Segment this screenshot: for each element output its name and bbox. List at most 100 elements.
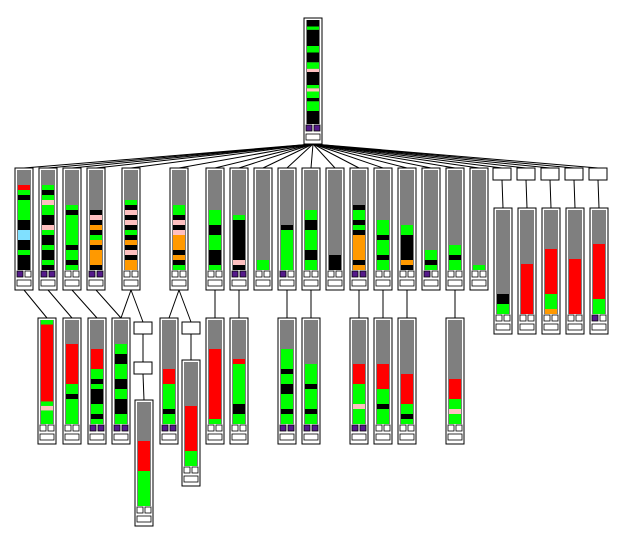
node-segment [90, 235, 102, 240]
node-segment [305, 414, 317, 424]
node-background [256, 170, 270, 270]
node-footer-right [131, 270, 139, 278]
node-label-box [161, 433, 177, 441]
node-footer-right [287, 270, 295, 278]
tree-edge [168, 289, 180, 319]
tree-edge [286, 143, 314, 169]
node-segment [307, 101, 319, 111]
box-node-frame [564, 167, 584, 181]
node-segment [209, 419, 221, 424]
node-segment [307, 68, 319, 72]
node-footer-right [407, 424, 415, 432]
node-segment [281, 225, 293, 230]
node-segment [90, 220, 102, 225]
node-segment [125, 210, 137, 215]
node-segment [41, 410, 53, 424]
node-segment [353, 409, 365, 424]
node-footer-left [327, 270, 335, 278]
node-segment [449, 379, 461, 399]
node-segment [125, 235, 137, 240]
node-footer-left [89, 424, 97, 432]
node-segment [473, 265, 485, 270]
node-segment [115, 399, 127, 414]
node-segment [281, 394, 293, 409]
node-segment [377, 260, 389, 270]
tree-node-b12 [301, 317, 321, 445]
tree-edge [312, 143, 599, 169]
node-segment [281, 409, 293, 414]
node-segment [377, 364, 389, 389]
node-segment [173, 205, 185, 215]
node-footer-left [375, 270, 383, 278]
tree-node-b14 [373, 317, 393, 445]
node-footer-right [47, 424, 55, 432]
node-footer-left [88, 270, 96, 278]
node-label-box [303, 279, 319, 287]
tree-edge [23, 289, 48, 319]
node-footer-right [311, 424, 319, 432]
node-label-box [231, 433, 247, 441]
node-segment [125, 200, 137, 205]
tree-node-a14 [373, 167, 393, 291]
node-segment [163, 369, 175, 384]
node-segment [125, 255, 137, 260]
node-segment [377, 240, 389, 255]
node-segment [377, 255, 389, 260]
node-footer-left [303, 270, 311, 278]
node-label-box [171, 279, 187, 287]
node-label-box [64, 279, 80, 287]
node-segment [18, 220, 30, 230]
node-segment [42, 200, 54, 205]
node-footer-right [527, 314, 535, 322]
node-segment [66, 394, 78, 399]
tree-node-a17 [445, 167, 465, 291]
tree-edge [312, 143, 360, 169]
node-footer-left [447, 424, 455, 432]
node-segment [66, 210, 78, 215]
node-segment [233, 364, 245, 404]
tree-edge [95, 289, 122, 319]
node-segment [281, 384, 293, 394]
node-segment [281, 374, 293, 384]
node-segment [209, 250, 221, 265]
tree-node-a4 [86, 167, 106, 291]
node-footer-right [551, 314, 559, 322]
node-footer-right [96, 270, 104, 278]
node-segment [425, 260, 437, 265]
tree-edge [142, 373, 145, 401]
node-footer-right [383, 270, 391, 278]
tree-box-node-c1 [133, 361, 153, 375]
tree-node-a18 [469, 167, 489, 291]
node-segment [305, 220, 317, 230]
node-segment [449, 409, 461, 414]
node-footer-left [567, 314, 575, 322]
tree-node-b21 [589, 207, 609, 335]
tree-node-a12 [325, 167, 345, 291]
node-segment [125, 245, 137, 250]
node-segment [66, 265, 78, 270]
node-footer-right [431, 270, 439, 278]
tree-node-b3 [87, 317, 107, 445]
node-segment [353, 210, 365, 220]
node-segment [449, 255, 461, 260]
node-segment [42, 185, 54, 190]
node-footer-left [39, 424, 47, 432]
node-segment [18, 240, 30, 250]
node-segment [401, 414, 413, 419]
tree-edge [312, 143, 384, 169]
node-segment [233, 220, 245, 260]
node-segment [377, 404, 389, 409]
node-footer-right [287, 424, 295, 432]
node-segment [41, 401, 53, 406]
node-segment [138, 471, 150, 476]
node-footer-left [447, 270, 455, 278]
node-label-box [495, 323, 511, 331]
node-segment [305, 210, 317, 220]
tree-edge [501, 179, 504, 209]
node-footer-left [375, 424, 383, 432]
node-segment [281, 349, 293, 369]
node-segment [307, 26, 319, 30]
node-segment [115, 354, 127, 364]
node-segment [353, 260, 365, 265]
node-segment [90, 245, 102, 250]
